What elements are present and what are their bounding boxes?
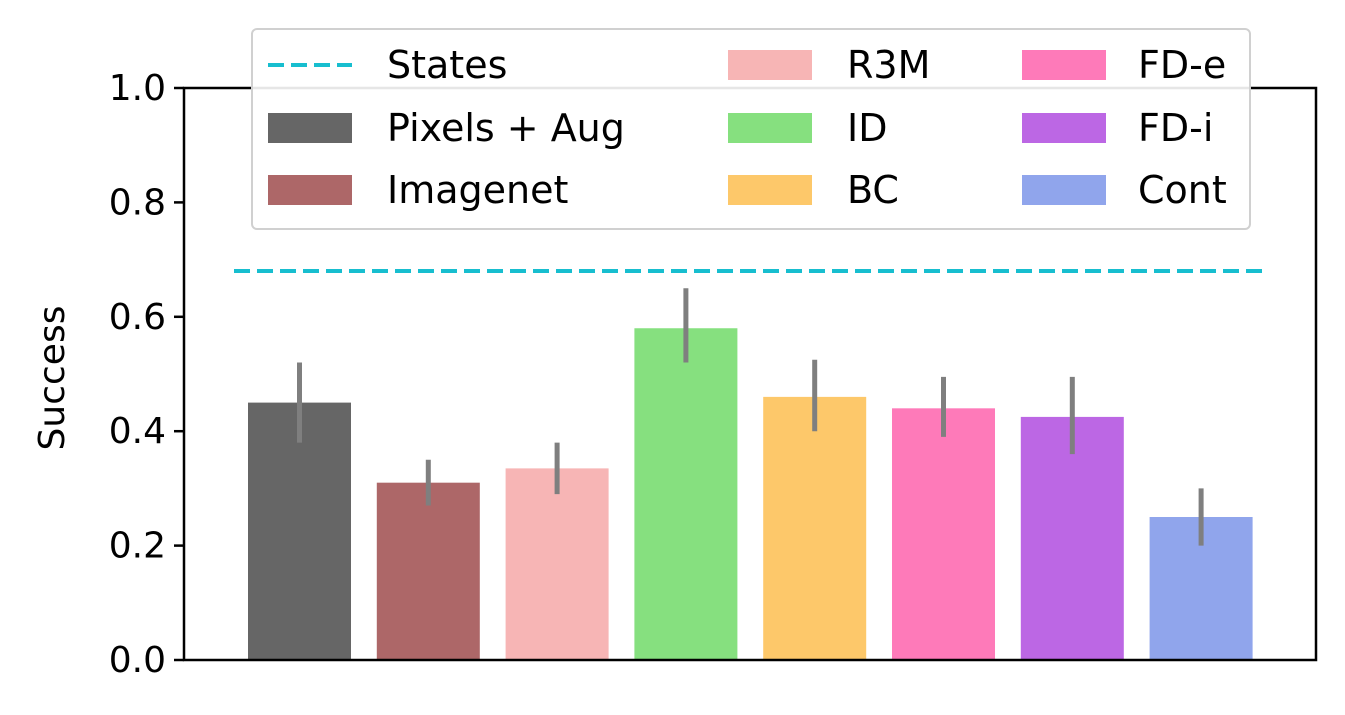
- bars-layer: [248, 328, 1253, 660]
- y-tick-label: 1.0: [109, 68, 166, 109]
- y-tick-label: 0.8: [109, 182, 166, 223]
- legend-label-r3m: R3M: [847, 43, 930, 87]
- legend-handle-fd-e: [1022, 50, 1106, 80]
- bar-pixels-aug: [248, 402, 351, 660]
- legend-label-states: States: [387, 43, 507, 87]
- legend-label-bc: BC: [847, 168, 899, 212]
- y-tick-label: 0.6: [109, 297, 166, 338]
- legend-label-fd-i: FD-i: [1138, 106, 1213, 150]
- legend-label-fd-e: FD-e: [1138, 43, 1226, 87]
- legend-handle-bc: [728, 175, 812, 205]
- bar-r3m: [505, 468, 609, 660]
- legend: States Pixels + Aug Imagenet R3M ID BC FD-e FD-…: [251, 28, 1251, 230]
- y-tick-label: 0.2: [109, 526, 166, 567]
- legend-handle-pixels-aug: [268, 113, 352, 143]
- axes-layer: 0.0 0.2 0.4 0.6 0.8 1.0 Success: [32, 68, 1318, 681]
- legend-handle-r3m: [728, 50, 812, 80]
- bar-imagenet: [376, 482, 480, 660]
- legend-label-id: ID: [847, 106, 887, 150]
- legend-label-imagenet: Imagenet: [387, 168, 568, 212]
- y-axis-title: Success: [32, 306, 73, 451]
- bar-bc: [763, 396, 867, 660]
- legend-handle-cont: [1022, 175, 1106, 205]
- legend-label-cont: Cont: [1138, 168, 1227, 212]
- legend-handle-id: [728, 113, 812, 143]
- bar-fd-i: [1020, 416, 1124, 660]
- bar-fd-e: [892, 408, 995, 660]
- legend-handle-fd-i: [1022, 113, 1106, 143]
- bar-id: [634, 328, 738, 660]
- error-bars-layer: [297, 288, 1204, 546]
- legend-handle-imagenet: [268, 175, 352, 205]
- legend-label-pixels-aug: Pixels + Aug: [387, 106, 625, 150]
- y-tick-label: 0.0: [109, 640, 166, 681]
- y-tick-label: 0.4: [109, 411, 166, 452]
